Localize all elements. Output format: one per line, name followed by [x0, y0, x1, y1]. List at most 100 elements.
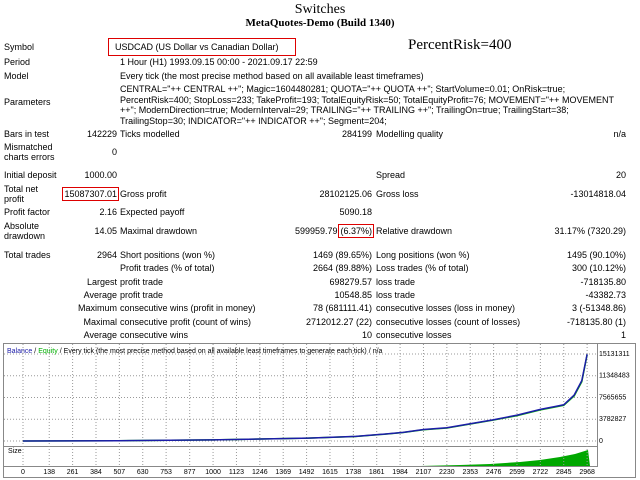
stat-label: Loss trades (% of total) — [376, 263, 469, 273]
stat-label: Modelling quality — [376, 129, 444, 139]
stat-value: 31.17% (7320.29) — [554, 226, 626, 236]
stat-value: Maximal — [83, 317, 117, 327]
stat-value: 5090.18 — [339, 207, 372, 217]
stat-label: consecutive losses — [376, 330, 452, 340]
y-tick-label: 11348483 — [599, 373, 630, 380]
stat-label: profit trade — [120, 290, 164, 300]
stat-value: 14.05 — [94, 226, 117, 236]
x-tick-label: 2107 — [416, 469, 432, 476]
legend-separator: / — [369, 348, 371, 355]
stat-label: consecutive losses (count of losses) — [376, 317, 521, 327]
x-tick-label: 2476 — [486, 469, 502, 476]
stat-value-part: 599959.79 — [294, 226, 338, 236]
x-tick-label: 2722 — [533, 469, 549, 476]
x-tick-label: 2968 — [579, 469, 595, 476]
row-value: 1 Hour (H1) 1993.09.15 00:00 - 2021.09.1… — [120, 57, 318, 67]
x-tick-label: 1246 — [252, 469, 268, 476]
parameters-value: CENTRAL="++ CENTRAL ++"; Magic=160448028… — [120, 84, 614, 126]
series-line — [23, 354, 588, 442]
legend-note: Every tick (the most precise method base… — [64, 348, 367, 355]
stat-value: Average — [83, 290, 117, 300]
x-tick-label: 1861 — [369, 469, 385, 476]
stat-label: profit trade — [120, 277, 164, 287]
x-tick-label: 1369 — [275, 469, 291, 476]
stat-label: Absolute drawdown — [4, 221, 46, 241]
stat-value: 78 (681111.41) — [312, 303, 372, 313]
y-tick-label: 7565655 — [599, 394, 626, 401]
x-tick-label: 2230 — [439, 469, 455, 476]
stat-value: -718135.80 (1) — [566, 317, 626, 327]
x-tick-label: 1123 — [229, 469, 244, 476]
x-tick-label: 507 — [114, 469, 126, 476]
stat-value: 28102125.06 — [319, 189, 372, 199]
legend-info: n/a — [373, 348, 383, 355]
y-tick-label: 0 — [599, 438, 603, 445]
stat-value: -43382.73 — [585, 290, 626, 300]
stat-label: loss trade — [376, 277, 416, 287]
x-tick-label: 2353 — [462, 469, 478, 476]
stat-value: 2664 (89.88%) — [312, 263, 372, 273]
stat-label: Maximal drawdown — [120, 226, 198, 236]
title: Switches — [294, 2, 346, 17]
legend-entry: Equity — [38, 348, 58, 355]
stat-label: loss trade — [376, 290, 416, 300]
x-tick-label: 138 — [43, 469, 55, 476]
y-tick-label: 15131311 — [599, 351, 630, 358]
legend: Balance / Equity / Every tick (the most prec… — [7, 348, 383, 355]
x-tick-label: 1738 — [346, 469, 362, 476]
stat-label: consecutive wins — [120, 330, 189, 340]
x-tick-label: 384 — [90, 469, 102, 476]
stat-label: Gross profit — [120, 189, 167, 199]
stat-label: Long positions (won %) — [376, 250, 470, 260]
row-label: Model — [4, 71, 29, 81]
size-label: Size — [8, 448, 22, 455]
stat-value: 1469 (89.65%) — [312, 250, 372, 260]
stat-value: 1 — [620, 330, 626, 340]
x-tick-label: 753 — [160, 469, 172, 476]
stat-label: Relative drawdown — [376, 226, 453, 236]
x-tick-label: 2599 — [509, 469, 525, 476]
stat-value: 15087307.01 — [62, 183, 119, 205]
stat-label: Bars in test — [4, 129, 50, 139]
stat-value: Largest — [86, 277, 117, 287]
x-tick-label: 1492 — [299, 469, 315, 476]
stat-value: 284199 — [341, 129, 372, 139]
x-tick-label: 630 — [137, 469, 149, 476]
subtitle: MetaQuotes-Demo (Build 1340) — [245, 17, 395, 29]
stat-label: Expected payoff — [120, 207, 185, 217]
stat-label: Spread — [376, 170, 406, 180]
overlay-label: PercentRisk=400 — [408, 37, 512, 53]
row-label: Symbol — [4, 42, 35, 52]
stat-value: 1000.00 — [84, 170, 117, 180]
stat-label: Profit factor — [4, 207, 51, 217]
stat-label: consecutive profit (count of wins) — [120, 317, 252, 327]
x-tick-label: 2845 — [556, 469, 572, 476]
stat-value: 3 (-51348.86) — [571, 303, 626, 313]
stat-value-part: (6.37%) — [338, 224, 374, 238]
stat-label: Gross loss — [376, 189, 419, 199]
stat-value: 2964 — [96, 250, 117, 260]
stat-value: 10 — [361, 330, 372, 340]
stat-value: Maximum — [77, 303, 117, 313]
stat-label: Profit trades (% of total) — [120, 263, 215, 273]
x-tick-label: 877 — [184, 469, 196, 476]
stat-value: 2712012.27 (22) — [305, 317, 372, 327]
stat-value: -13014818.04 — [570, 189, 626, 199]
stat-value: 599959.79 (6.37%) — [294, 220, 374, 242]
y-tick-label: 3782827 — [599, 416, 626, 423]
stat-label: Mismatched charts errors — [4, 142, 55, 162]
legend-entry: Balance — [7, 348, 32, 355]
row-value: Every tick (the most precise method base… — [120, 71, 424, 81]
stat-value: 10548.85 — [334, 290, 372, 300]
x-tick-label: 261 — [67, 469, 79, 476]
row-label: Period — [4, 57, 31, 67]
stat-label: Total net profit — [4, 184, 39, 204]
stat-value: 698279.57 — [329, 277, 372, 287]
symbol-value: USDCAD (US Dollar vs Canadian Dollar) — [108, 38, 296, 56]
chart-frame — [3, 343, 636, 478]
stat-value: 1495 (90.10%) — [566, 250, 626, 260]
row-label: Parameters — [4, 97, 51, 107]
stat-value: 20 — [615, 170, 626, 180]
